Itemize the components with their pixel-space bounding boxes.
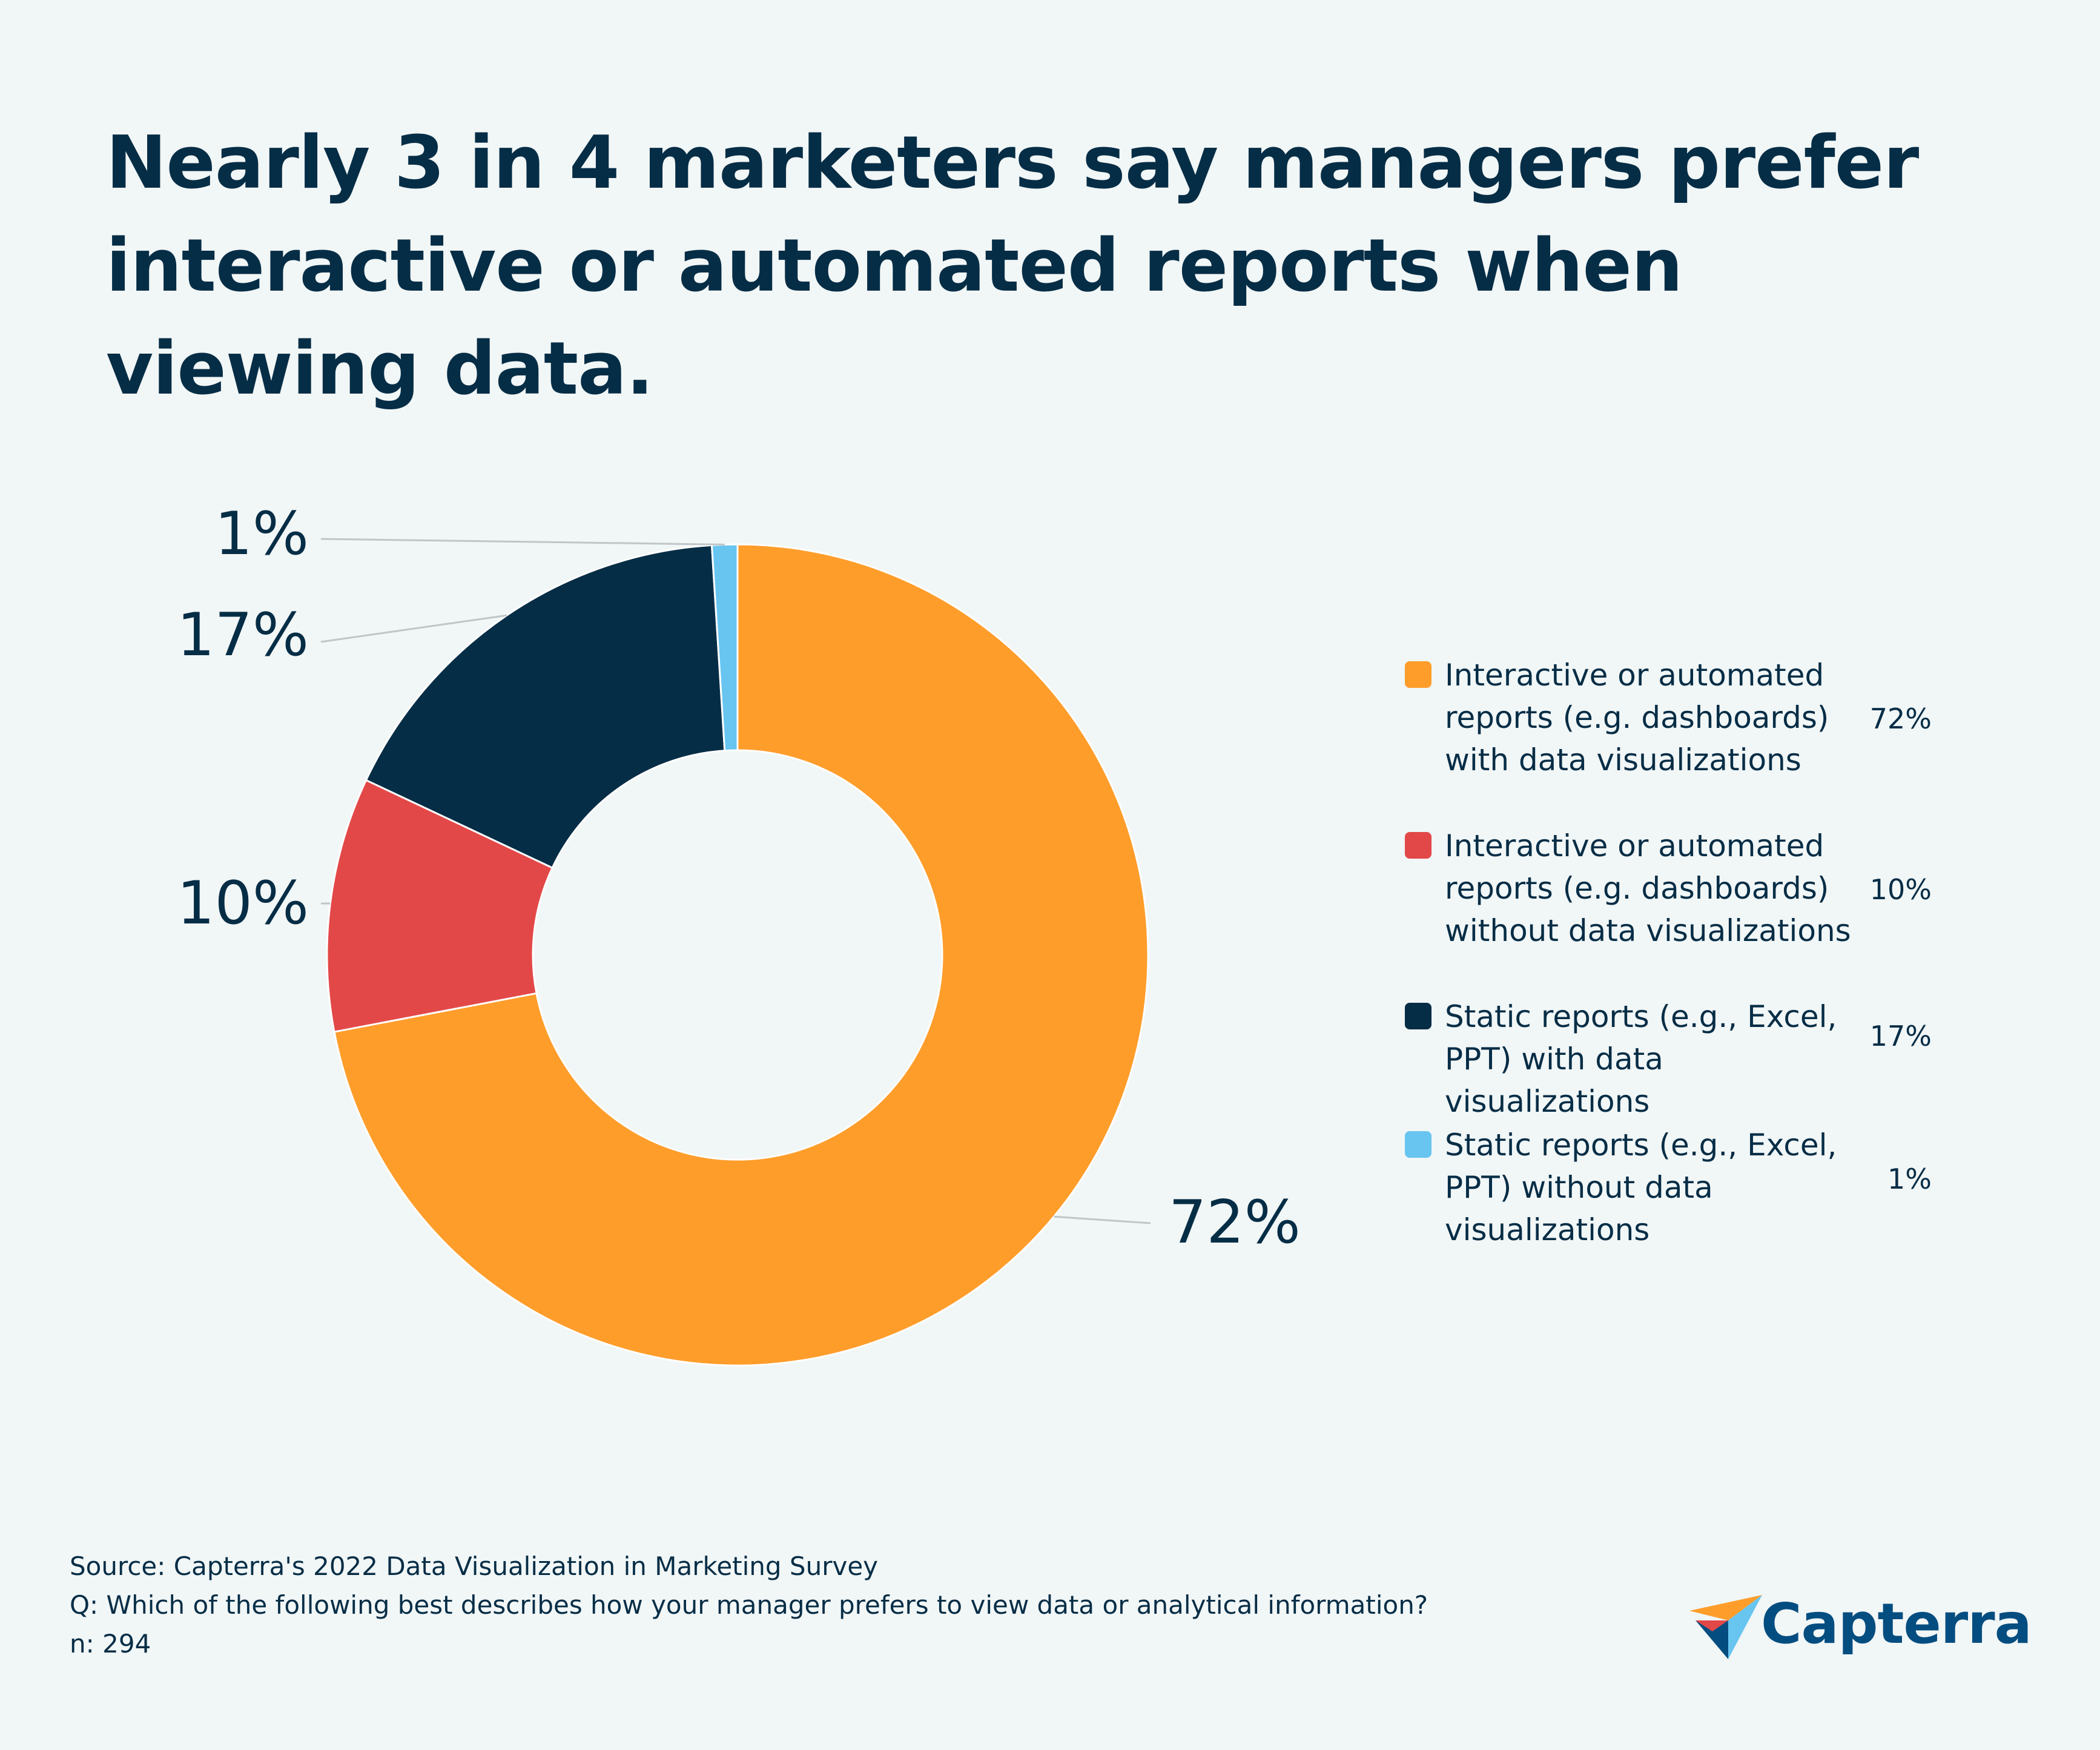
logo-wordmark: Capterra (1761, 1591, 2032, 1656)
legend-item: Interactive or automated reports (e.g. d… (1405, 654, 1950, 781)
data-labels: 72% 10% 17% 1% (177, 500, 1301, 1257)
donut-slice (365, 544, 726, 870)
donut-slice (333, 543, 1149, 1367)
legend-value: 10% (1869, 873, 1932, 906)
leader-line (320, 538, 725, 546)
legend-swatch (1405, 832, 1431, 859)
legend-swatch (1405, 1131, 1431, 1158)
leader-line (320, 614, 507, 643)
legend-item: Static reports (e.g., Excel, PPT) withou… (1405, 1124, 1950, 1251)
legend-swatch (1405, 661, 1431, 688)
capterra-logo: Capterra (1689, 1587, 2032, 1671)
legend-item: Static reports (e.g., Excel, PPT) with d… (1405, 996, 1950, 1119)
legend-swatch (1405, 1003, 1431, 1029)
capterra-arrow-logo-icon (1689, 1595, 1762, 1659)
sample-size-note: n: 294 (70, 1629, 151, 1659)
slices-layer (326, 543, 1149, 1367)
data-label: 10% (177, 869, 309, 938)
leader-lines (320, 538, 1151, 1224)
leader-line (1054, 1215, 1151, 1224)
legend-label: Interactive or automated reports (e.g. d… (1445, 658, 1829, 778)
data-label: 72% (1169, 1188, 1301, 1257)
footer-notes: Source: Capterra's 2022 Data Visualizati… (70, 1547, 1428, 1663)
legend-label: Static reports (e.g., Excel, PPT) with d… (1445, 999, 1837, 1119)
legend: Interactive or automated reports (e.g. d… (1405, 654, 1950, 1295)
page-title: Nearly 3 in 4 marketers say managers pre… (106, 121, 1919, 411)
legend-value: 1% (1887, 1163, 1932, 1195)
legend-value: 17% (1869, 1020, 1932, 1052)
data-label: 17% (177, 601, 309, 670)
source-note: Source: Capterra's 2022 Data Visualizati… (70, 1551, 879, 1581)
legend-label: Interactive or automated reports (e.g. d… (1445, 828, 1851, 948)
legend-label: Static reports (e.g., Excel, PPT) withou… (1445, 1128, 1837, 1247)
data-label: 1% (215, 500, 309, 569)
donut-slice (326, 779, 554, 1033)
legend-item: Interactive or automated reports (e.g. d… (1405, 825, 1950, 952)
legend-value: 72% (1869, 702, 1932, 735)
question-note: Q: Which of the following best describes… (70, 1590, 1428, 1620)
